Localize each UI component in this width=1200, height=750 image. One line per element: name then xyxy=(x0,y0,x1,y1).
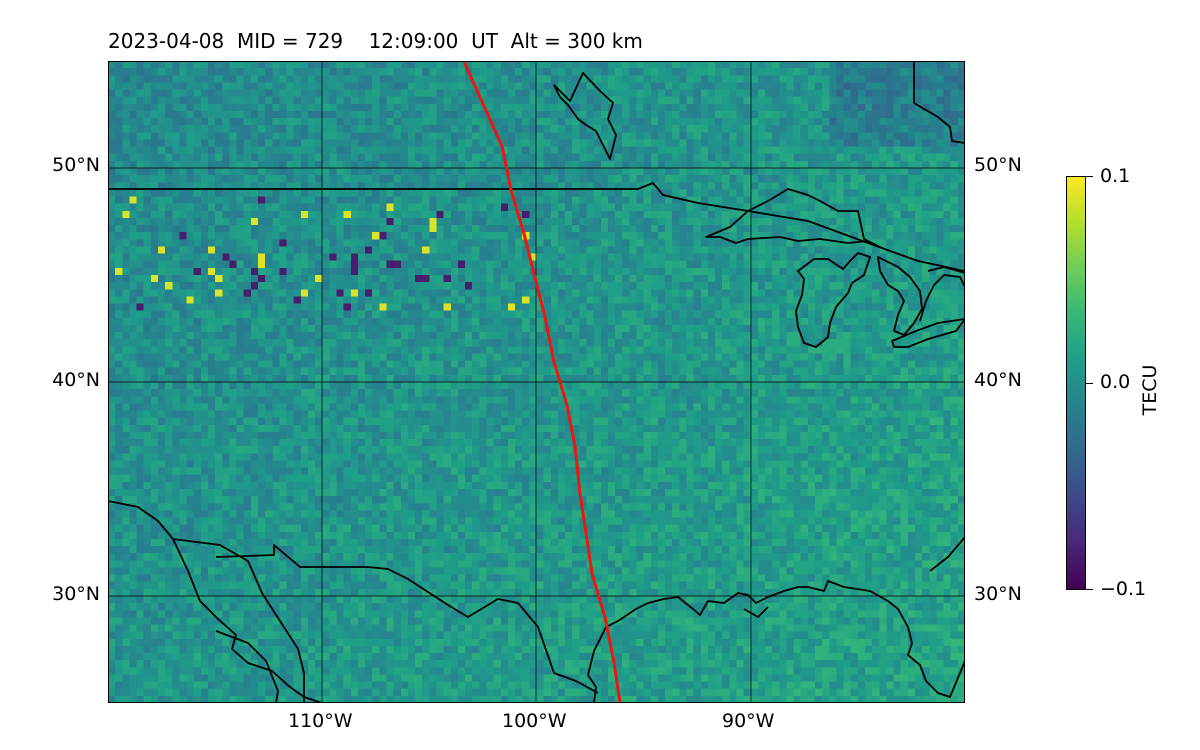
mississippi-delta xyxy=(743,606,769,618)
lake-ontario xyxy=(927,266,965,274)
colorbar-tick-min xyxy=(1086,589,1093,590)
tec-map[interactable] xyxy=(108,61,965,703)
lat-tick-right-30n: 30°N xyxy=(974,583,1022,605)
lon-tick-90w: 90°W xyxy=(722,710,775,732)
lat-tick-right-50n: 50°N xyxy=(974,154,1022,176)
lat-tick-right-40n: 40°N xyxy=(974,369,1022,391)
pacific-coast xyxy=(108,500,323,703)
northeast-coast xyxy=(913,61,965,144)
lat-tick-left-30n: 30°N xyxy=(52,583,100,605)
us-canada-border xyxy=(108,182,965,272)
colorbar-tick-max xyxy=(1086,176,1093,177)
lon-tick-110w: 110°W xyxy=(288,710,353,732)
colorbar-tick-zero xyxy=(1086,383,1093,384)
map-overlay xyxy=(108,61,965,703)
coastlines-borders xyxy=(108,61,965,703)
lake-huron xyxy=(877,256,923,336)
gulf-coast xyxy=(587,580,965,703)
lake-michigan xyxy=(795,252,871,348)
colorbar xyxy=(1066,176,1086,590)
hudson-bay-coast xyxy=(553,72,617,160)
colorbar-label-zero: 0.0 xyxy=(1100,371,1131,393)
lake-superior xyxy=(705,188,881,248)
colorbar-label-max: 0.1 xyxy=(1100,165,1131,187)
lake-huron-east xyxy=(919,274,965,322)
lat-tick-left-50n: 50°N xyxy=(52,154,100,176)
gulf-of-california-west xyxy=(172,538,305,703)
lake-erie xyxy=(891,318,965,348)
map-title: 2023-04-08 MID = 729 12:09:00 UT Alt = 3… xyxy=(108,29,643,53)
gridlines xyxy=(108,61,965,703)
colorbar-label-min: −0.1 xyxy=(1100,578,1147,600)
gulf-of-california xyxy=(215,544,599,694)
colorbar-title: TECU xyxy=(1139,364,1161,416)
baja-peninsula xyxy=(215,630,279,703)
lat-tick-left-40n: 40°N xyxy=(52,369,100,391)
lon-tick-100w: 100°W xyxy=(502,710,567,732)
eclipse-path-line xyxy=(462,61,622,703)
florida-east-coast xyxy=(929,536,965,572)
